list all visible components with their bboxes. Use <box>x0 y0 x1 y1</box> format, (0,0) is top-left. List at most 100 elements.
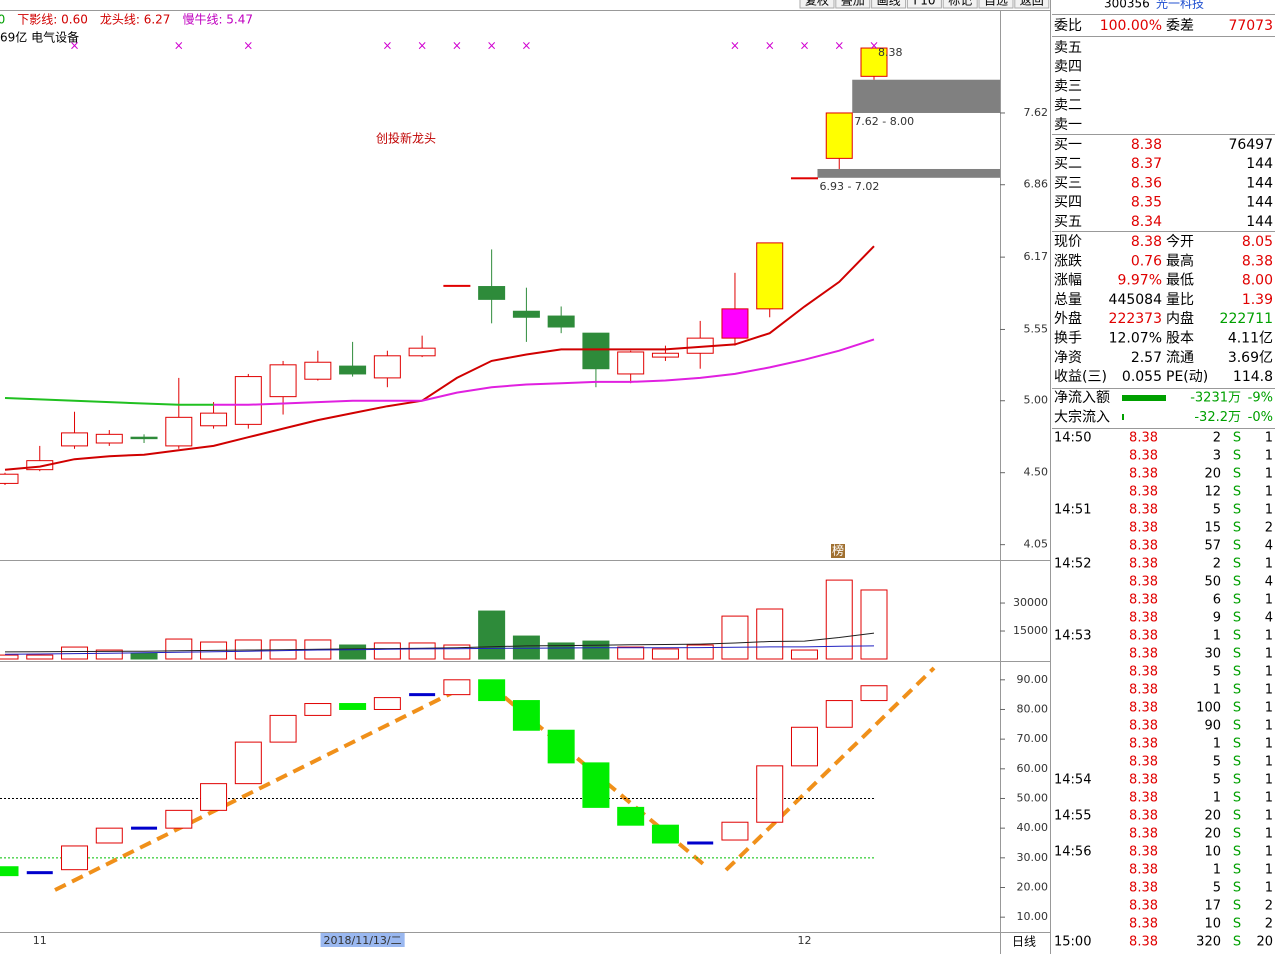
volume-bar <box>512 635 540 660</box>
quote-cell: 1 <box>1265 719 1273 734</box>
quote-cell: 8.38 <box>1129 449 1158 464</box>
quote-cell: 8.38 <box>1129 773 1158 788</box>
signal-marker: × <box>521 39 531 53</box>
quote-cell: 12.07% <box>1109 331 1162 347</box>
oscillator-bar <box>651 824 679 844</box>
volume-average <box>4 645 875 655</box>
volume-bar <box>95 649 123 660</box>
quote-cell: S <box>1233 899 1241 914</box>
candle-body <box>95 433 123 444</box>
quote-cell: 1 <box>1213 863 1221 878</box>
quote-cell: 1 <box>1265 827 1273 842</box>
quote-cell: 0.76 <box>1131 253 1162 269</box>
quote-cell: 6 <box>1213 593 1221 608</box>
toolbar-button[interactable] <box>942 0 978 9</box>
quote-cell: 1 <box>1213 791 1221 806</box>
toolbar-label: F10 <box>913 0 935 8</box>
y-tick-label: 4.05 <box>1024 538 1049 551</box>
quote-cell: S <box>1233 629 1241 644</box>
quote-cell: 15 <box>1204 521 1221 536</box>
quote-cell: 14:50 <box>1054 431 1091 446</box>
signal-marker: × <box>174 39 184 53</box>
quote-cell: 5 <box>1213 503 1221 518</box>
quote-cell: 8.38 <box>1242 253 1273 269</box>
quote-cell: 8.35 <box>1131 195 1162 211</box>
security-code: 300356 <box>1104 0 1150 11</box>
oscillator-flat <box>409 693 436 697</box>
oscillator-bar <box>756 765 784 823</box>
oscillator-flat <box>687 841 714 845</box>
volume-average <box>4 632 875 653</box>
signal-marker: × <box>730 39 740 53</box>
x-tick-label: 12 <box>797 934 811 947</box>
toolbar-button[interactable] <box>799 0 835 9</box>
badge[interactable]: 榜 <box>832 543 844 558</box>
period[interactable]: 日线 <box>1012 935 1036 949</box>
quote-cell: 100.00% <box>1100 18 1162 34</box>
quote-cell: S <box>1233 845 1241 860</box>
candle-body <box>478 286 506 300</box>
candle-body <box>61 432 89 447</box>
toolbar-button[interactable] <box>906 0 942 9</box>
quote-cell: 买三 <box>1054 175 1082 191</box>
oscillator-bar <box>790 726 818 767</box>
quote-cell: 4.11亿 <box>1228 331 1273 347</box>
toolbar-button[interactable] <box>835 0 871 9</box>
quote-cell: S <box>1233 809 1241 824</box>
toolbar-button[interactable] <box>871 0 907 9</box>
quote-cell: 8.38 <box>1129 935 1158 950</box>
oscillator-flat <box>131 826 158 830</box>
annotation: 创投新龙头 <box>376 131 436 146</box>
oscillator-bar <box>617 806 645 826</box>
toolbar-button[interactable] <box>1014 0 1050 9</box>
quote-cell: 8.38 <box>1129 791 1158 806</box>
security-name[interactable]: 光一科技 <box>1156 0 1204 11</box>
signal-marker: × <box>487 39 497 53</box>
quote-cell: 9.97% <box>1118 273 1162 289</box>
quote-cell: 8.38 <box>1129 575 1158 590</box>
quote-cell: 4 <box>1265 575 1273 590</box>
quote-cell: 1 <box>1265 755 1273 770</box>
volume-bar <box>825 579 853 660</box>
quote-cell: 2 <box>1265 917 1273 932</box>
candle-body <box>373 355 401 379</box>
quote-cell: 8.38 <box>1129 683 1158 698</box>
candle-body <box>651 352 679 358</box>
quote-cell: 8.38 <box>1129 665 1158 680</box>
quote-cell: S <box>1233 485 1241 500</box>
quote-cell: -0% <box>1248 410 1273 425</box>
quote-cell: 1 <box>1265 557 1273 572</box>
quote-cell: 144 <box>1246 214 1273 230</box>
candle-body <box>339 365 367 375</box>
quote-cell: 12 <box>1204 485 1221 500</box>
signal-marker: × <box>69 39 79 53</box>
signal-marker: × <box>382 39 392 53</box>
quote-cell: 8.38 <box>1129 917 1158 932</box>
quote-cell: 3.69亿 <box>1228 350 1273 366</box>
quote-cell: 50 <box>1204 575 1221 590</box>
quote-cell: 8.38 <box>1129 827 1158 842</box>
signal-marker: × <box>869 39 879 53</box>
quote-cell: 30 <box>1204 647 1221 662</box>
quote-cell: 委比 <box>1054 18 1082 34</box>
oscillator-bar <box>860 685 888 702</box>
quote-cell: S <box>1233 827 1241 842</box>
toolbar-button[interactable] <box>978 0 1014 9</box>
quote-cell: PE(动) <box>1166 369 1208 385</box>
y-tick-label: 60.00 <box>1017 762 1049 775</box>
y-tick-label: 80.00 <box>1017 702 1049 715</box>
flow-bar <box>1122 395 1166 401</box>
quote-cell: 1 <box>1265 845 1273 860</box>
quote-cell: 5 <box>1213 773 1221 788</box>
quote-cell: 100 <box>1196 701 1221 716</box>
volume-bar <box>130 652 158 660</box>
quote-cell: 涨幅 <box>1054 273 1082 289</box>
quote-cell: 5 <box>1213 881 1221 896</box>
quote-cell: 10 <box>1204 917 1221 932</box>
candle-body <box>269 364 297 398</box>
y-tick-label: 30000 <box>1013 596 1048 609</box>
quote-cell: -3231万 <box>1190 391 1241 406</box>
quote-cell: 8.38 <box>1131 234 1162 250</box>
volume-bar <box>339 644 367 660</box>
y-tick-label: 70.00 <box>1017 732 1049 745</box>
